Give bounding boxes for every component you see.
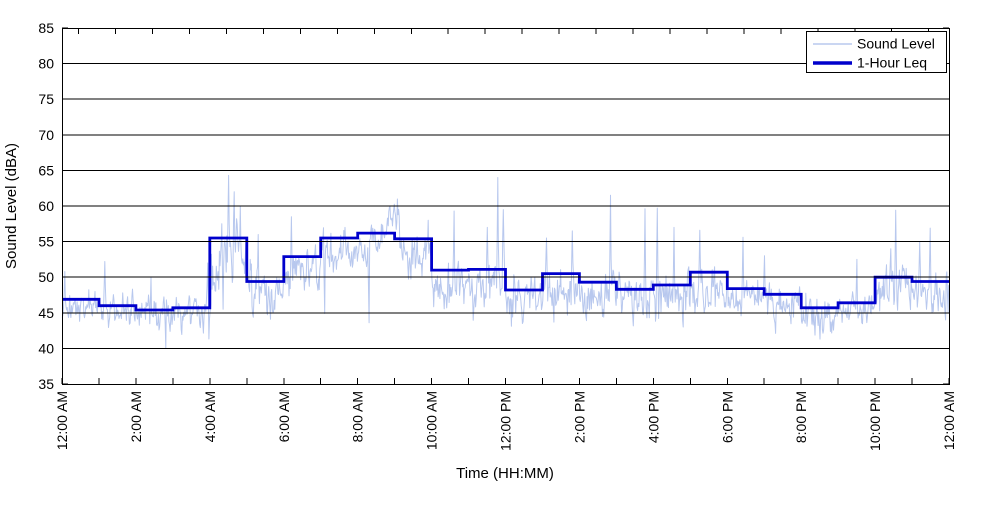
y-tick-label: 70	[38, 127, 54, 143]
y-tick-label: 40	[38, 340, 54, 356]
y-tick-label: 35	[38, 376, 54, 392]
legend-label-1-hour-leq: 1-Hour Leq	[857, 55, 927, 71]
y-tick-label: 45	[38, 305, 54, 321]
series-layer	[61, 174, 950, 349]
legend: Sound Level 1-Hour Leq	[806, 31, 947, 73]
x-tick-label: 4:00 PM	[645, 391, 661, 443]
x-axis-title: Time (HH:MM)	[456, 465, 554, 482]
y-axis-title: Sound Level (dBA)	[3, 143, 20, 269]
y-tick-label: 60	[38, 198, 54, 214]
sound-level-series	[61, 174, 950, 349]
x-tick-label: 12:00 AM	[54, 391, 70, 450]
x-tick-label: 10:00 AM	[424, 391, 440, 450]
x-tick-label: 8:00 PM	[793, 391, 809, 443]
y-tick-label: 85	[38, 20, 54, 36]
y-tick-label: 80	[38, 56, 54, 72]
y-tick-label: 55	[38, 234, 54, 250]
x-tick-label: 12:00 AM	[941, 391, 957, 450]
one-hour-leq-series	[62, 231, 949, 312]
x-tick-label: 12:00 PM	[498, 391, 514, 451]
x-tick-label: 6:00 PM	[719, 391, 735, 443]
tick-labels-layer: 35 40 45 50 55 60 65 70 75 80 85 12:00 AM 2:00 AM 4:0…	[38, 20, 957, 451]
gridlines-layer	[62, 63, 949, 349]
y-tick-label: 50	[38, 269, 54, 285]
x-tick-label: 2:00 PM	[571, 391, 587, 443]
x-tick-label: 2:00 AM	[128, 391, 144, 442]
x-tick-label: 4:00 AM	[202, 391, 218, 442]
x-tick-label: 6:00 AM	[276, 391, 292, 442]
x-tick-label: 8:00 AM	[350, 391, 366, 442]
legend-label-sound-level: Sound Level	[857, 36, 935, 52]
y-tick-label: 75	[38, 91, 54, 107]
y-tick-label: 65	[38, 162, 54, 178]
x-tick-label: 10:00 PM	[867, 391, 883, 451]
legend-box	[806, 31, 947, 73]
